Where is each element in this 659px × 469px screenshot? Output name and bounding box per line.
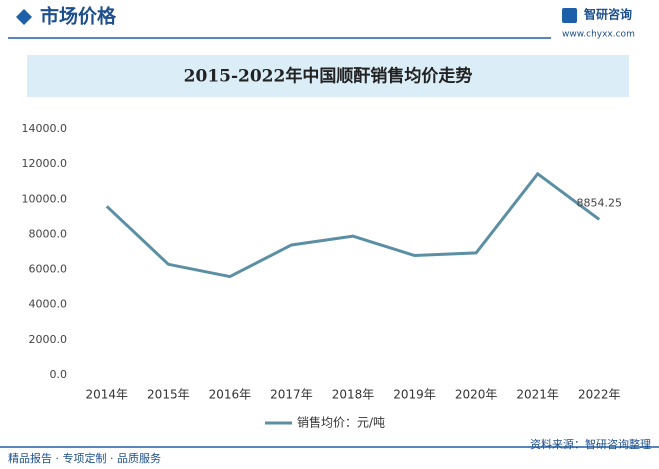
x-tick-label: 2020年 <box>455 388 498 402</box>
y-tick-label: 0.0 <box>50 368 68 381</box>
diamond-icon <box>16 9 32 25</box>
title-box <box>27 55 629 97</box>
legend-label: 销售均价：元/吨 <box>297 415 385 430</box>
data-label: 8854.25 <box>576 196 622 209</box>
url: www.chyxx.com <box>562 30 635 40</box>
y-tick-label: 12000.0 <box>22 157 68 170</box>
x-tick-label: 2019年 <box>393 388 436 402</box>
x-tick-label: 2015年 <box>147 388 190 402</box>
y-tick-label: 10000.0 <box>22 192 68 205</box>
x-tick-label: 2018年 <box>332 388 375 402</box>
x-tick-label: 2016年 <box>209 388 252 402</box>
y-tick-label: 14000.0 <box>22 122 68 135</box>
y-tick-label: 8000.0 <box>29 227 68 240</box>
line <box>105 171 601 279</box>
footer-left: 精品报告 · 专项定制 · 品质服务 <box>8 451 161 465</box>
brand: 智研咨询 <box>583 7 632 22</box>
logo-icon <box>562 8 577 23</box>
x-tick-label: 2014年 <box>86 388 129 402</box>
chart-title: 2015-2022年中国顺酐销售均价走势 <box>184 66 473 87</box>
y-tick-label: 2000.0 <box>29 333 68 346</box>
y-tick-label: 6000.0 <box>29 263 68 276</box>
x-tick-label: 2022年 <box>578 388 621 402</box>
footer-right: 资料来源：智研咨询整理 <box>530 437 651 451</box>
x-tick-label: 2021年 <box>516 388 559 402</box>
x-tick-label: 2017年 <box>270 388 313 402</box>
section-title: 市场价格 <box>40 5 117 28</box>
y-tick-label: 4000.0 <box>29 298 68 311</box>
